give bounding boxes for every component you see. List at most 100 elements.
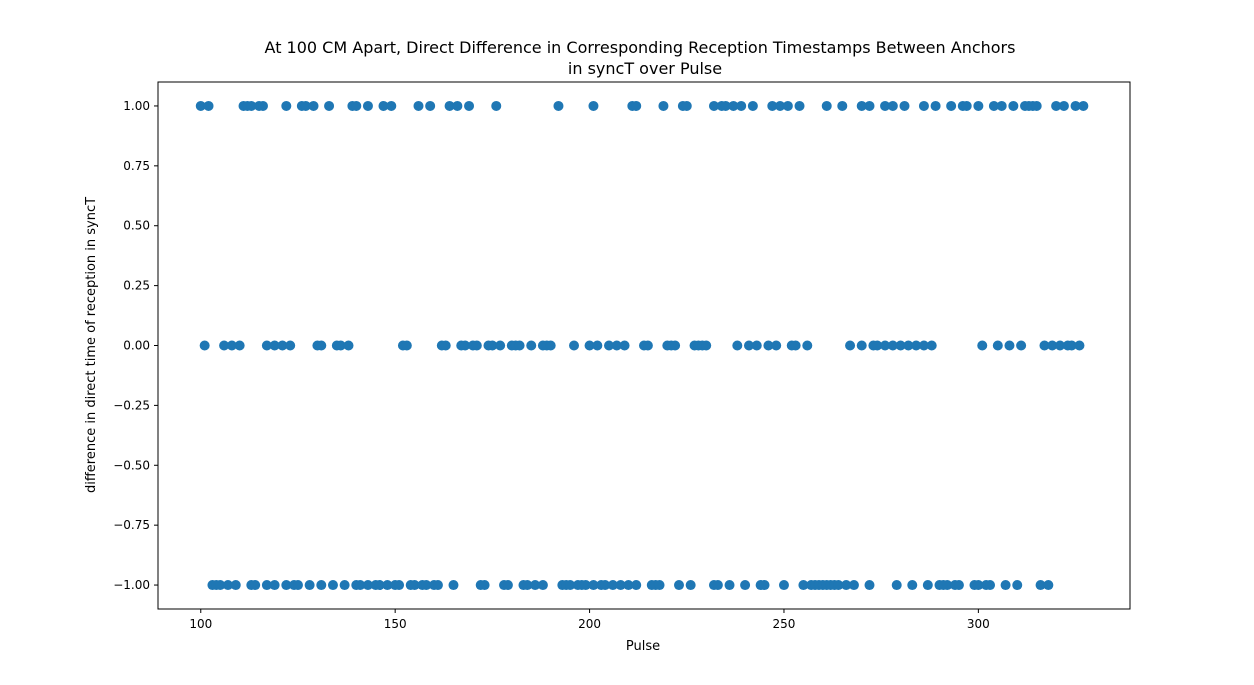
y-tick-label: 1.00 (123, 99, 150, 113)
data-point (891, 580, 902, 591)
data-point (724, 580, 735, 591)
data-point (771, 340, 782, 351)
data-point (261, 580, 272, 591)
data-point (300, 100, 311, 111)
data-point (1016, 340, 1027, 351)
data-point (953, 580, 964, 591)
data-point (794, 100, 805, 111)
data-point (607, 580, 618, 591)
data-point (1004, 340, 1015, 351)
data-point (880, 340, 891, 351)
x-tick-label: 150 (384, 617, 407, 631)
data-point (324, 100, 335, 111)
data-point (728, 100, 739, 111)
data-point (495, 340, 506, 351)
data-point (782, 100, 793, 111)
data-point (631, 100, 642, 111)
y-axis-label: difference in direct time of reception i… (84, 197, 99, 493)
data-point (973, 100, 984, 111)
data-point (440, 340, 451, 351)
y-tick-label: −0.25 (113, 398, 150, 412)
data-point (386, 100, 397, 111)
data-point (988, 100, 999, 111)
data-point (316, 580, 327, 591)
data-point (569, 340, 580, 351)
data-point (907, 580, 918, 591)
data-point (946, 100, 957, 111)
data-point (992, 340, 1003, 351)
data-point (1031, 100, 1042, 111)
data-point (195, 100, 206, 111)
data-point (685, 580, 696, 591)
y-tick-label: −0.50 (113, 458, 150, 472)
data-point (491, 100, 502, 111)
data-point (394, 580, 405, 591)
x-tick-label: 250 (773, 617, 796, 631)
data-point (977, 340, 988, 351)
data-point (339, 580, 350, 591)
data-point (362, 100, 373, 111)
y-tick-label: −0.75 (113, 518, 150, 532)
data-point (199, 340, 210, 351)
data-point (654, 580, 665, 591)
y-tick-label: 0.00 (123, 339, 150, 353)
y-tick-label: 0.25 (123, 279, 150, 293)
data-point (219, 340, 230, 351)
chart-title-line1: At 100 CM Apart, Direct Difference in Co… (265, 38, 1016, 57)
data-point (592, 340, 603, 351)
data-point (246, 100, 257, 111)
data-point (250, 580, 261, 591)
data-point (448, 580, 459, 591)
data-point (335, 340, 346, 351)
data-point (658, 100, 669, 111)
data-point (895, 340, 906, 351)
data-point (471, 340, 482, 351)
data-point (600, 580, 611, 591)
data-point (1051, 100, 1062, 111)
data-point (930, 100, 941, 111)
data-point (985, 580, 996, 591)
data-point (996, 100, 1007, 111)
y-tick-label: −1.00 (113, 578, 150, 592)
data-point (747, 100, 758, 111)
data-point (1047, 340, 1058, 351)
data-point (351, 100, 362, 111)
data-point (619, 340, 630, 351)
data-point (222, 580, 233, 591)
data-point (887, 340, 898, 351)
data-point (285, 340, 296, 351)
data-point (708, 100, 719, 111)
data-point (973, 580, 984, 591)
data-point (767, 100, 778, 111)
data-point (444, 100, 455, 111)
data-point (580, 580, 591, 591)
data-point (740, 580, 751, 591)
data-point (479, 580, 490, 591)
data-point (736, 100, 747, 111)
data-point (778, 580, 789, 591)
data-point (701, 340, 712, 351)
data-point (355, 580, 366, 591)
data-point (257, 100, 268, 111)
data-point (763, 340, 774, 351)
data-point (864, 100, 875, 111)
data-point (848, 580, 859, 591)
y-tick-label: 0.50 (123, 219, 150, 233)
data-point (631, 580, 642, 591)
data-point (1008, 100, 1019, 111)
chart-title-line2: in syncT over Pulse (568, 59, 722, 78)
y-tick-label: 0.75 (123, 159, 150, 173)
data-point (362, 580, 373, 591)
data-point (421, 580, 432, 591)
data-point (432, 580, 443, 591)
data-point (673, 580, 684, 591)
data-point (343, 340, 354, 351)
data-point (269, 340, 280, 351)
data-point (856, 100, 867, 111)
data-point (464, 100, 475, 111)
data-point (821, 100, 832, 111)
data-point (413, 100, 424, 111)
data-point (670, 340, 681, 351)
data-point (1074, 340, 1085, 351)
